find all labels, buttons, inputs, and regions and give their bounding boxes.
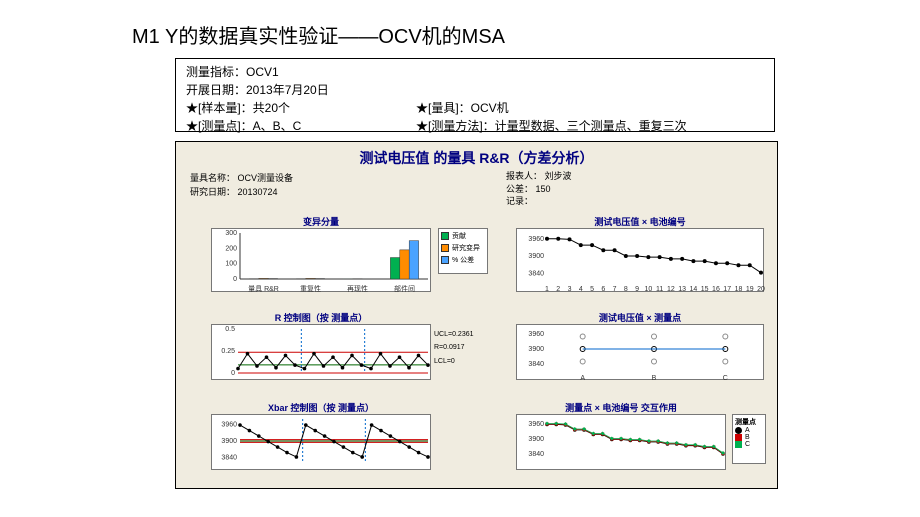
r-label: R=0.0917 bbox=[434, 341, 474, 354]
info-point: ★[测量点]：A、B、C bbox=[186, 117, 416, 135]
subplot-by-operator: 测试电压值 × 测量点 384039003960ABC bbox=[516, 324, 764, 380]
info-metric: 测量指标：OCV1 bbox=[186, 63, 764, 81]
svg-text:11: 11 bbox=[656, 286, 663, 293]
svg-text:0: 0 bbox=[231, 370, 235, 377]
svg-text:部件间: 部件间 bbox=[394, 284, 415, 293]
svg-text:7: 7 bbox=[613, 286, 617, 293]
svg-text:3900: 3900 bbox=[528, 253, 544, 260]
svg-text:3840: 3840 bbox=[221, 455, 237, 462]
svg-text:5: 5 bbox=[590, 286, 594, 293]
svg-text:重复性: 重复性 bbox=[300, 284, 321, 293]
sub6-legend: 测量点ABC bbox=[732, 414, 766, 464]
svg-text:3960: 3960 bbox=[221, 422, 237, 429]
svg-text:20: 20 bbox=[757, 286, 765, 293]
lcl-label: LCL=0 bbox=[434, 355, 474, 368]
svg-text:0.5: 0.5 bbox=[225, 326, 235, 333]
svg-text:3900: 3900 bbox=[528, 346, 544, 353]
subplot-xbar-chart: Xbar 控制图（按 测量点） 384039003960 bbox=[211, 414, 431, 470]
subplot-variation: 变异分量 0100200300量具 R&R重复性再现性部件间 bbox=[211, 228, 431, 292]
chart-panel: 测试电压值 的量具 R&R（方差分析） 量具名称： OCV测量设备 研究日期： … bbox=[175, 141, 778, 489]
svg-text:量具 R&R: 量具 R&R bbox=[248, 285, 279, 293]
meta-tol: 公差： 150 bbox=[506, 183, 572, 196]
svg-text:2: 2 bbox=[556, 286, 560, 293]
subplot-r-chart: R 控制图（按 测量点） 00.250.5 bbox=[211, 324, 431, 380]
svg-text:18: 18 bbox=[735, 286, 743, 293]
svg-text:19: 19 bbox=[746, 286, 754, 293]
svg-text:3: 3 bbox=[568, 286, 572, 293]
svg-text:8: 8 bbox=[624, 286, 628, 293]
svg-text:C: C bbox=[723, 375, 728, 381]
svg-text:再现性: 再现性 bbox=[347, 284, 368, 293]
sub5-title: Xbar 控制图（按 测量点） bbox=[212, 401, 430, 414]
meta-date: 研究日期： 20130724 bbox=[190, 186, 293, 200]
meta-reporter: 报表人： 刘步波 bbox=[506, 170, 572, 183]
svg-text:4: 4 bbox=[579, 286, 583, 293]
svg-text:14: 14 bbox=[690, 286, 698, 293]
ucl-label: UCL=0.2361 bbox=[434, 328, 474, 341]
chart-meta-left: 量具名称： OCV测量设备 研究日期： 20130724 bbox=[190, 172, 293, 199]
svg-text:3840: 3840 bbox=[528, 270, 544, 277]
svg-text:300: 300 bbox=[225, 230, 237, 237]
subplot-by-part: 测试电压值 × 电池编号 384039003960123456789101112… bbox=[516, 228, 764, 292]
info-gage: ★[量具]：OCV机 bbox=[416, 99, 509, 117]
svg-text:6: 6 bbox=[601, 286, 605, 293]
info-sample: ★[样本量]：共20个 bbox=[186, 99, 416, 117]
svg-text:13: 13 bbox=[678, 286, 686, 293]
sub4-title: 测试电压值 × 测量点 bbox=[517, 311, 763, 324]
sub3-title: R 控制图（按 测量点） bbox=[212, 311, 430, 324]
svg-text:3900: 3900 bbox=[221, 438, 237, 445]
svg-text:200: 200 bbox=[225, 245, 237, 252]
svg-text:3900: 3900 bbox=[528, 436, 544, 443]
svg-text:3960: 3960 bbox=[528, 331, 544, 338]
info-date: 开展日期：2013年7月20日 bbox=[186, 81, 764, 99]
svg-text:3840: 3840 bbox=[528, 361, 544, 368]
svg-text:100: 100 bbox=[225, 261, 237, 268]
info-box: 测量指标：OCV1 开展日期：2013年7月20日 ★[样本量]：共20个 ★[… bbox=[175, 58, 775, 132]
svg-text:1: 1 bbox=[545, 286, 549, 293]
meta-rec: 记录： bbox=[506, 195, 572, 208]
page-title: M1 Y的数据真实性验证——OCV机的MSA bbox=[132, 20, 505, 49]
svg-text:16: 16 bbox=[712, 286, 720, 293]
svg-text:17: 17 bbox=[723, 286, 731, 293]
svg-text:B: B bbox=[652, 375, 657, 381]
svg-text:A: A bbox=[580, 375, 585, 381]
chart-title: 测试电压值 的量具 R&R（方差分析） bbox=[176, 148, 777, 168]
svg-text:10: 10 bbox=[644, 286, 652, 293]
sub1-legend: 贡献研究变异% 公差 bbox=[438, 228, 488, 274]
svg-text:15: 15 bbox=[701, 286, 709, 293]
svg-text:3960: 3960 bbox=[528, 236, 544, 243]
svg-text:3840: 3840 bbox=[528, 451, 544, 458]
meta-gage: 量具名称： OCV测量设备 bbox=[190, 172, 293, 186]
chart-meta-right: 报表人： 刘步波 公差： 150 记录： bbox=[506, 170, 572, 208]
subplot-interaction: 测量点 × 电池编号 交互作用 384039003960 bbox=[516, 414, 726, 470]
sub2-title: 测试电压值 × 电池编号 bbox=[517, 215, 763, 228]
svg-text:12: 12 bbox=[667, 286, 675, 293]
svg-text:3960: 3960 bbox=[528, 421, 544, 428]
sub6-title: 测量点 × 电池编号 交互作用 bbox=[517, 401, 725, 414]
info-method: ★[测量方法]：计量型数据、三个测量点、重复三次 bbox=[416, 117, 687, 135]
svg-text:9: 9 bbox=[635, 286, 639, 293]
sub3-labels: UCL=0.2361 R=0.0917 LCL=0 bbox=[434, 328, 474, 368]
sub1-title: 变异分量 bbox=[212, 215, 430, 228]
svg-text:0.25: 0.25 bbox=[221, 348, 235, 355]
svg-text:0: 0 bbox=[233, 276, 237, 283]
